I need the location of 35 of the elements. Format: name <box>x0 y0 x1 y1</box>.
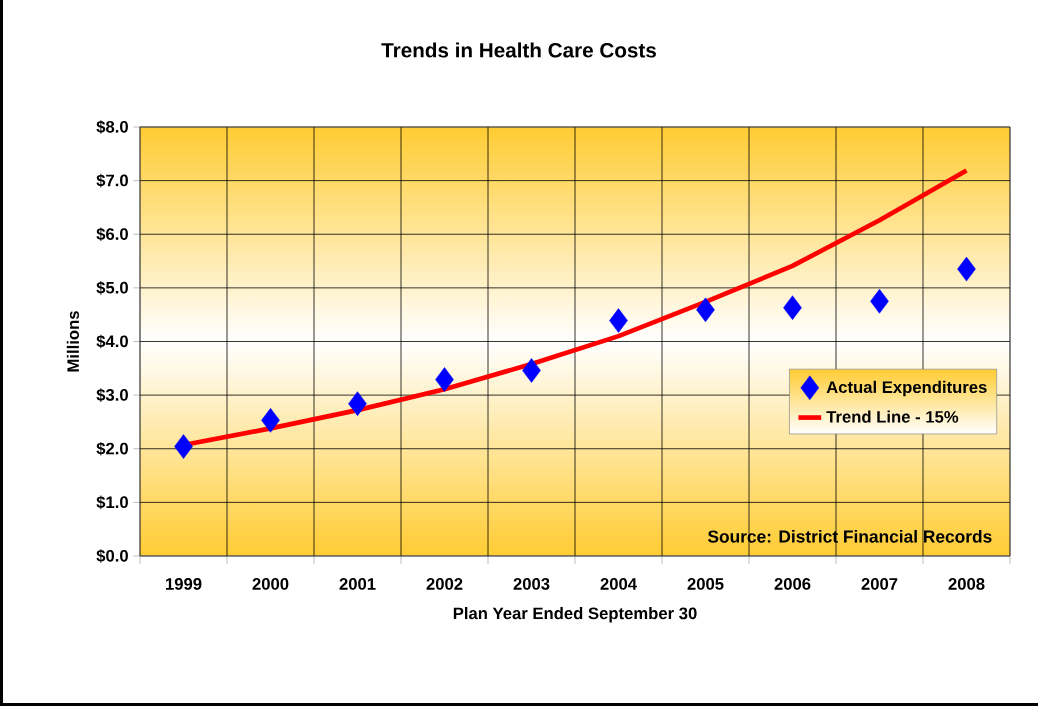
y-axis-title: Millions <box>66 311 80 372</box>
legend-label: Trend Line - 15% <box>826 410 959 423</box>
y-tick-label: $7.0 <box>96 173 128 188</box>
x-tick-label: 2006 <box>774 578 811 590</box>
y-tick-label: $6.0 <box>96 227 128 242</box>
point <box>348 391 367 416</box>
chart-title: Trends in Health Care Costs <box>381 42 656 58</box>
x-tick-label: 2004 <box>600 578 637 590</box>
y-tick-label: $1.0 <box>96 495 128 510</box>
y-tick-label: $8.0 <box>96 120 128 134</box>
x-tick-label: 1999 <box>166 578 202 590</box>
x-tick-label: 2000 <box>252 578 289 590</box>
y-tick-label: $4.0 <box>96 334 128 349</box>
y-tick-label: $5.0 <box>96 281 128 295</box>
x-tick-label: 2007 <box>861 578 898 590</box>
point <box>435 367 454 392</box>
point <box>957 256 976 282</box>
y-tick-label: $0.0 <box>96 549 128 563</box>
x-tick-label: 2002 <box>426 578 463 590</box>
point <box>870 289 889 314</box>
x-axis-title: Plan Year Ended September 30 <box>453 607 697 623</box>
y-tick-label: $3.0 <box>96 388 128 402</box>
point <box>696 297 715 323</box>
legend-label: Actual Expenditures <box>826 380 987 397</box>
x-tick-label: 2003 <box>513 578 550 590</box>
x-tick-label: 2005 <box>687 578 724 590</box>
x-tick-label: 2001 <box>339 578 376 590</box>
y-tick-label: $2.0 <box>96 441 128 456</box>
point <box>609 308 628 333</box>
point <box>522 358 541 383</box>
x-tick-label: 2008 <box>948 578 985 590</box>
point <box>783 295 802 320</box>
point <box>261 408 280 433</box>
annotation: Source: District Financial Records <box>707 529 992 543</box>
point <box>174 434 193 459</box>
